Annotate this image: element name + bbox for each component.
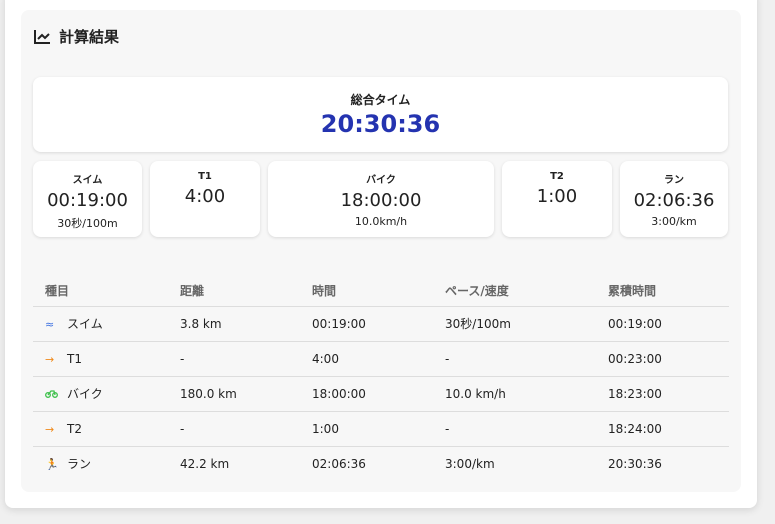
table-cell: バイク (33, 376, 168, 412)
segment-label: ラン (664, 175, 684, 186)
table-cell: 42.2 km (180, 456, 230, 471)
table-cell: - (433, 341, 596, 377)
segment-label: T2 (550, 171, 564, 182)
column-header: 種目 (33, 276, 168, 307)
segment-sub: 10.0km/h (354, 215, 408, 228)
column-header: 時間 (300, 276, 433, 307)
table-row: → T1-4:00-00:23:00 (33, 341, 729, 377)
table-cell: 20:30:36 (608, 456, 662, 471)
total-time-card: 総合タイム 20:30:36 (33, 77, 728, 152)
segment-name: バイク (67, 387, 103, 401)
table-row: → T2-1:00-18:24:00 (33, 411, 729, 447)
table-cell: 180.0 km (168, 376, 300, 412)
segment-card: T1 4:00 (150, 161, 260, 237)
segment-name: T1 (67, 351, 82, 366)
table-cell: 00:19:00 (300, 306, 433, 342)
table-cell: - (168, 341, 300, 377)
segment-card: ラン 02:06:36 3:00/km (620, 161, 728, 237)
segment-value: 18:00:00 (340, 190, 422, 211)
table-cell: 3:00/km (445, 456, 495, 471)
table-cell: - (168, 411, 300, 447)
table-cell: 3.8 km (168, 306, 300, 342)
table-cell: 30秒/100m (433, 306, 596, 342)
segment-value: 02:06:36 (633, 190, 715, 211)
segment-card: バイク 18:00:00 10.0km/h (268, 161, 494, 237)
table-cell: - (433, 411, 596, 447)
section-title: 計算結果 (33, 26, 119, 47)
total-label: 総合タイム (350, 93, 411, 107)
table-cell: 10.0 km/h (433, 376, 596, 412)
segment-card: スイム 00:19:00 30秒/100m (33, 161, 142, 237)
column-header: ペース/速度 (433, 276, 596, 307)
table-cell: 🏃 ラン (33, 446, 168, 481)
column-header: 累積時間 (596, 276, 729, 307)
segment-label: スイム (72, 175, 103, 186)
table-cell: 4:00 (300, 341, 433, 377)
total-value: 20:30:36 (320, 110, 441, 138)
table-cell: 00:23:00 (596, 341, 729, 377)
table-row: 🏃 ラン 42.2 km 02:06:36 3:00/km 20:30:36 (33, 446, 729, 481)
arrow-right-icon: → (45, 422, 55, 436)
segment-value: 1:00 (536, 186, 578, 207)
segment-value: 4:00 (184, 186, 226, 207)
segment-name: スイム (67, 317, 103, 331)
segment-card: T2 1:00 (502, 161, 612, 237)
table-cell: 1:00 (300, 411, 433, 447)
run-icon: 🏃 (45, 458, 59, 472)
results-table: 種目 距離 時間 ペース/速度 累積時間 ≈ スイム 3.8 km 00:19:00 30秒/1… (33, 276, 729, 481)
arrow-right-icon: → (45, 352, 55, 366)
chart-line-icon (34, 29, 50, 44)
bike-icon (45, 388, 59, 401)
table-cell: 18:00:00 (300, 376, 433, 412)
segment-label: T1 (198, 171, 212, 182)
segment-name: T2 (67, 421, 82, 436)
title-text: 計算結果 (59, 28, 120, 46)
table-row: ≈ スイム 3.8 km 00:19:00 30秒/100m 00:19:00 (33, 306, 729, 342)
results-card: 計算結果 総合タイム 20:30:36 スイム 00:19:00 30秒/100m T… (21, 10, 741, 492)
swim-icon: ≈ (45, 318, 55, 331)
segment-sub: 30秒/100m (57, 217, 118, 230)
table-cell: 18:24:00 (596, 411, 729, 447)
table-cell: → T2 (33, 411, 168, 447)
segment-label: バイク (366, 175, 396, 186)
table-cell: 00:19:00 (596, 306, 729, 342)
table-cell: 02:06:36 (312, 456, 366, 471)
table-row: バイク 180.0 km 18:00:00 10.0 km/h 18:23:00 (33, 376, 729, 412)
table-cell: → T1 (33, 341, 168, 377)
table-cell: ≈ スイム (33, 306, 168, 342)
segment-sub: 3:00/km (651, 215, 697, 228)
segment-name: ラン (67, 457, 92, 472)
segment-value: 00:19:00 (47, 190, 128, 211)
table-cell: 18:23:00 (596, 376, 729, 412)
column-header: 距離 (168, 276, 300, 307)
